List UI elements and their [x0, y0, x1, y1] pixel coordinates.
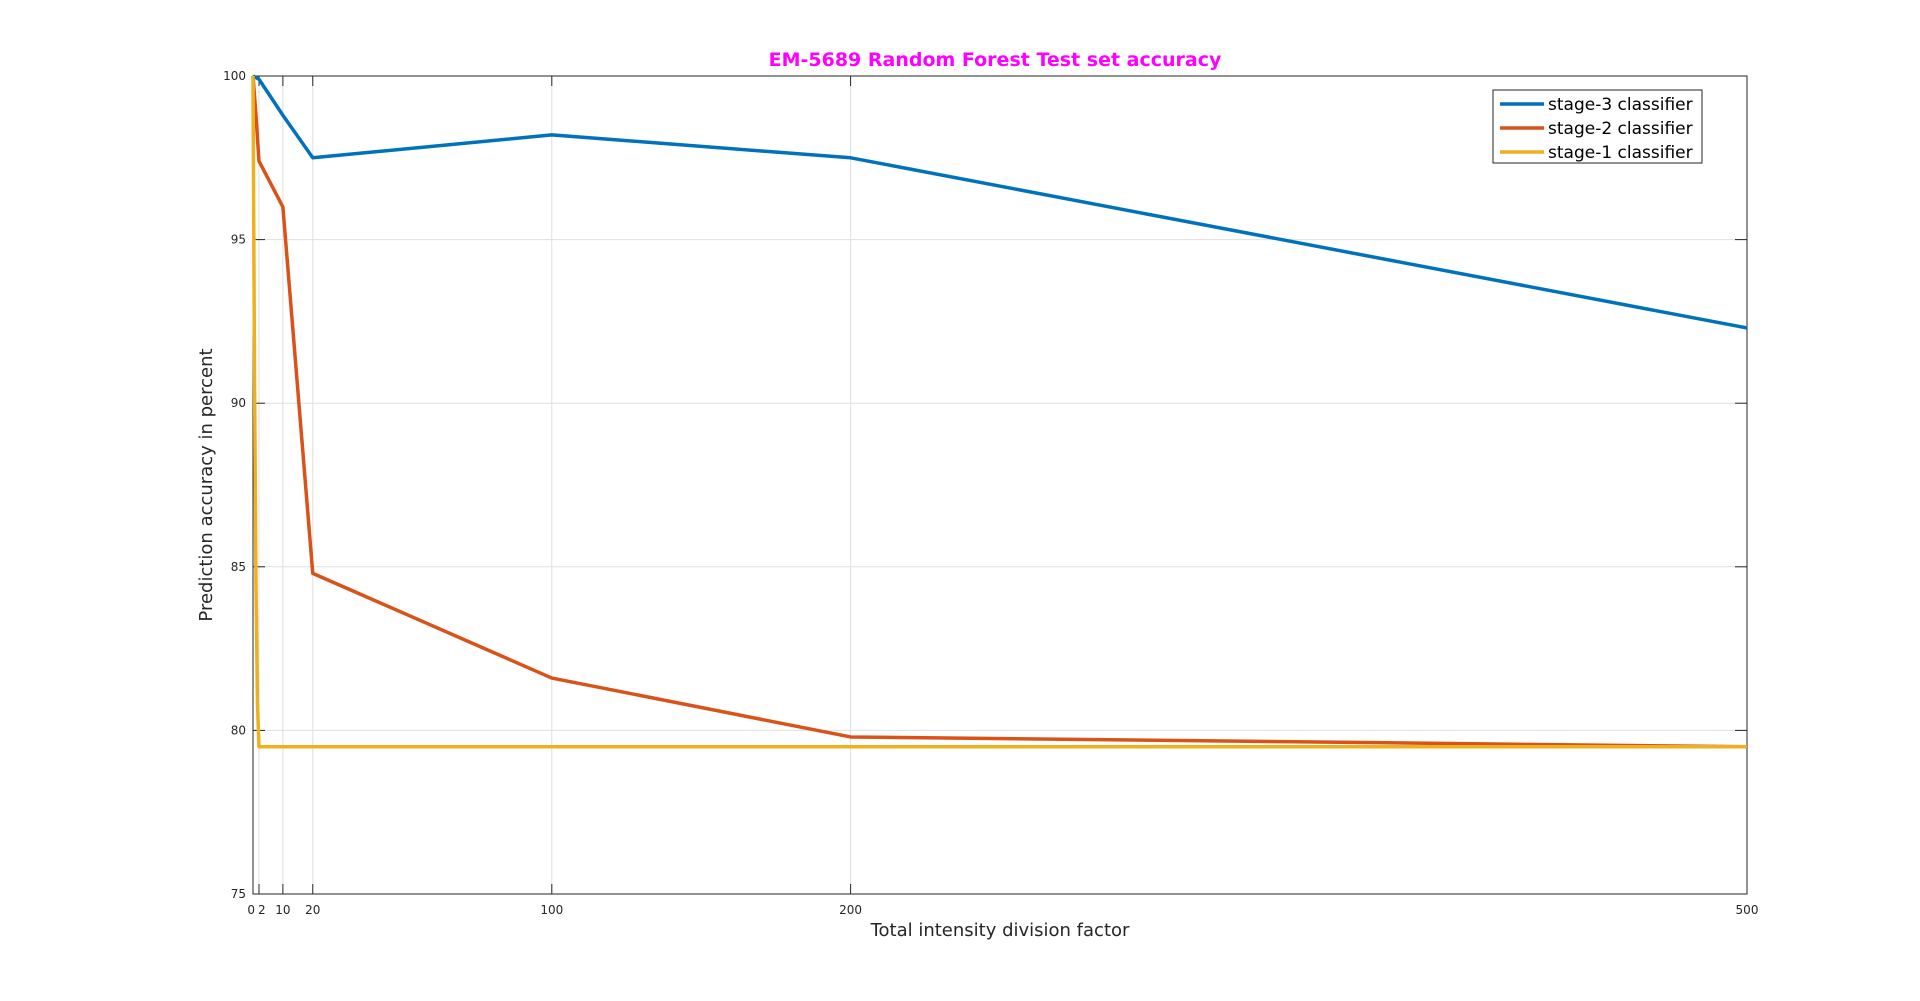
series-line-3 [251, 75, 1747, 749]
series-line-1 [252, 74, 1748, 330]
axis-ticks: 0 2 10 20 100 200 500 75 80 85 90 95 100 [223, 69, 1758, 917]
x-axis-label: Total intensity division factor [870, 920, 1130, 941]
x-tick-label: 20 [305, 903, 320, 917]
grid [252, 75, 1748, 895]
x-tick-label: 500 [1736, 903, 1759, 917]
x-tick-label: 2 [258, 903, 266, 917]
legend-label: stage-1 classifier [1548, 143, 1693, 163]
legend-label: stage-2 classifier [1548, 119, 1693, 139]
chart-title: EM-5689 Random Forest Test set accuracy [769, 49, 1222, 71]
legend: stage-3 classifier stage-2 classifier stag… [1492, 89, 1703, 164]
x-tick-label: 10 [275, 903, 290, 917]
y-tick-label: 75 [231, 887, 246, 901]
y-tick-label: 100 [223, 69, 246, 83]
x-tick-label: 100 [540, 903, 563, 917]
x-tick-label: 200 [839, 903, 862, 917]
y-tick-label: 85 [231, 560, 246, 574]
legend-label: stage-3 classifier [1548, 95, 1693, 115]
series-lines [251, 74, 1748, 749]
y-tick-label: 95 [231, 233, 246, 247]
x-tick-label: 0 [247, 903, 255, 917]
y-tick-label: 80 [231, 723, 246, 737]
plot-area-frame [252, 75, 1748, 895]
series-line-2 [251, 75, 1748, 749]
y-axis-label: Prediction accuracy in percent [196, 348, 217, 621]
y-tick-label: 90 [231, 396, 246, 410]
